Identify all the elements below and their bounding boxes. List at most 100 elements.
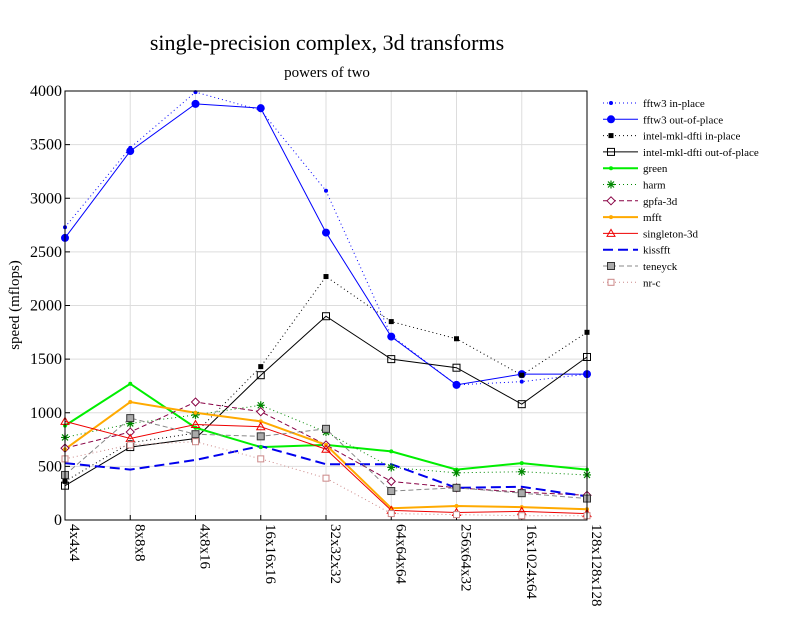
x-tick-label: 4x4x4 [66,524,82,562]
data-point [387,332,396,341]
data-point [126,414,135,423]
data-point [191,410,200,419]
data-point [519,461,524,466]
data-point [255,421,266,431]
data-point [191,99,200,108]
data-point [322,312,330,321]
x-tick-label: 256x64x32 [458,524,474,592]
data-point [322,228,330,237]
data-point [452,483,461,492]
legend-label: nr-c [643,277,661,289]
data-point [387,355,396,364]
y-tick-label: 0 [54,512,62,529]
x-tick-label: 64x64x64 [392,524,408,585]
data-point [126,147,135,156]
data-point [193,410,198,415]
chart-subtitle: powers of two [284,65,370,81]
data-point [607,278,615,286]
data-point [190,419,201,429]
y-tick-label: 500 [38,458,62,475]
data-point [257,455,265,463]
x-tick-label: 8x8x8 [131,524,147,562]
data-point [609,101,613,105]
series-line [64,444,588,498]
data-point [256,371,265,380]
series-line [64,441,587,517]
data-point [387,487,396,496]
data-point [452,468,461,477]
x-tick-label: 16x1024x64 [523,524,539,600]
x-tick-labels: 4x4x4 8x8x8 4x8x16 16x16x16 32x32x32 64x64x64… [66,524,604,607]
legend-label: singleton-3d [643,228,698,240]
y-tick-label: 2500 [30,244,62,261]
y-tick-label: 2000 [30,298,62,315]
data-point [386,476,396,487]
x-tick-label: 128x128x128 [588,524,604,607]
data-point [519,379,524,384]
y-tick-label: 1500 [30,351,62,368]
plot-frame [64,90,588,521]
data-point [191,430,200,439]
data-point [389,449,394,454]
data-point [452,363,461,372]
data-point [256,401,265,410]
data-point [517,489,526,498]
legend-label: mfft [643,212,662,224]
data-point [322,474,330,482]
legend-label: fftw3 in-place [643,98,705,110]
legend-label: teneyck [643,261,678,273]
data-point [607,180,615,189]
x-tick-label: 32x32x32 [327,524,343,584]
series-line [64,401,588,496]
legend-label: intel-mkl-dfti in-place [643,131,741,143]
y-axis-label: speed (mflops) [7,260,23,350]
data-point [387,463,396,472]
legend-label: gpfa-3d [643,196,678,208]
data-point [453,511,460,519]
data-point [454,336,459,342]
data-point [192,438,199,446]
data-point [518,512,526,520]
legend-label: green [643,163,668,175]
data-point [322,424,330,433]
data-point [607,262,615,270]
data-point [128,381,133,386]
series-line [64,91,588,386]
chart-title: single-precision complex, 3d transforms [150,30,504,55]
data-point [388,319,394,325]
data-point [321,444,331,453]
legend-label: intel-mkl-dfti out-of-place [643,147,759,159]
y-tick-label: 4000 [30,83,62,100]
legend-label: harm [643,180,666,192]
legend-label: kissfft [643,245,670,257]
data-point [258,445,263,450]
data-point [256,406,266,417]
data-point [256,432,265,441]
data-point [608,133,614,139]
x-tick-label: 16x16x16 [262,524,278,585]
data-point [517,467,526,476]
data-point [517,400,526,409]
data-point [125,427,135,437]
data-point [607,115,615,124]
legend-label: fftw3 out-of-place [643,114,723,126]
y-tick-label: 3500 [30,137,62,154]
data-point [324,188,328,193]
y-tick-labels: 0 500 1000 1500 2000 2500 3000 3500 4000 [30,83,62,529]
data-point [128,400,133,405]
x-tick-label: 4x8x16 [197,524,213,570]
data-point [606,196,616,206]
data-point [454,504,459,509]
data-point [256,104,265,113]
data-point [609,215,613,220]
series-line [64,404,588,476]
data-point [519,372,525,378]
data-point [126,441,134,449]
data-point [609,166,613,171]
y-tick-label: 3000 [30,190,62,207]
data-point [258,364,264,370]
grid [64,90,588,521]
data-point [607,147,615,156]
data-point [126,419,135,428]
